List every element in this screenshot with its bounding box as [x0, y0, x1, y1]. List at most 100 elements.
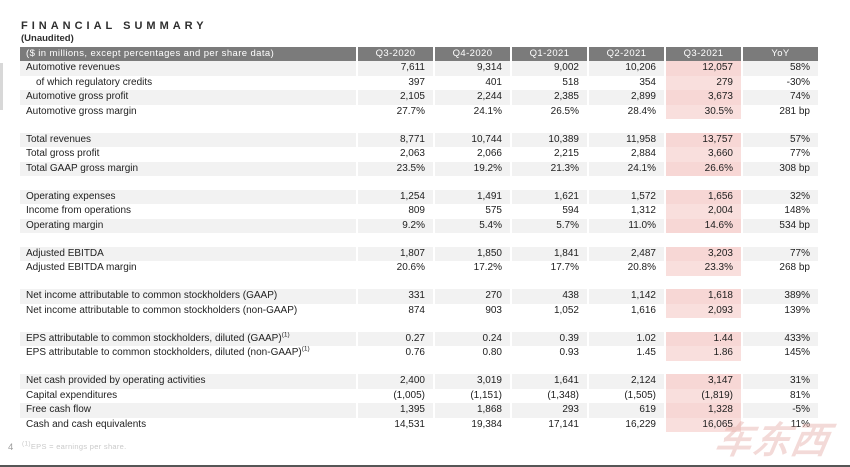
- cell-q1-2021: 1,621: [510, 189, 587, 204]
- cell-q3-2020: 874: [356, 303, 433, 318]
- row-label: Income from operations: [26, 205, 132, 216]
- footnote-marker: (1): [22, 440, 31, 448]
- row-label: of which regulatory credits: [36, 76, 153, 88]
- cell-q3-2020: 2,105: [356, 90, 433, 105]
- cell-q2-2021: 1.45: [587, 346, 664, 361]
- cell-yoy: 148%: [741, 204, 818, 219]
- left-edge-artifact: [0, 63, 3, 110]
- cell-q2-2021: 354: [587, 75, 664, 90]
- cell-q4-2020: 0.24: [433, 331, 510, 346]
- cell-yoy: -30%: [741, 75, 818, 90]
- cell-q4-2020: 1,850: [433, 246, 510, 261]
- table-row: Free cash flow 1,395 1,868 293 619 1,328 -5%: [20, 403, 818, 418]
- cell-q2-2021: 16,229: [587, 417, 664, 432]
- row-label: Capital expenditures: [26, 389, 118, 401]
- table-row: EPS attributable to common stockholders,…: [20, 346, 818, 361]
- cell-q3-2020: (1,005): [356, 388, 433, 403]
- cell-q3-2020: 2,400: [356, 374, 433, 389]
- cell-q4-2020: 401: [433, 75, 510, 90]
- bottom-border-line: [0, 465, 850, 467]
- cell-q2-2021: 619: [587, 403, 664, 418]
- header-q1-2021: Q1-2021: [510, 47, 587, 61]
- cell-q3-2021: 23.3%: [664, 261, 741, 276]
- cell-q1-2021: 293: [510, 403, 587, 418]
- footnote-marker: (1): [301, 346, 310, 353]
- financial-summary-table: ($ in millions, except percentages and p…: [20, 47, 818, 432]
- cell-q2-2021: 1.02: [587, 331, 664, 346]
- table-row: Automotive gross margin 27.7% 24.1% 26.5% 28…: [20, 104, 818, 119]
- cell-yoy: 32%: [741, 189, 818, 204]
- cell-q2-2021: 28.4%: [587, 104, 664, 119]
- cell-q4-2020: 2,066: [433, 147, 510, 162]
- cell-q3-2021: 3,147: [664, 374, 741, 389]
- section-gap: [20, 233, 818, 247]
- cell-q4-2020: 5.4%: [433, 218, 510, 233]
- cell-q3-2020: 2,063: [356, 147, 433, 162]
- cell-q2-2021: 2,884: [587, 147, 664, 162]
- cell-yoy: 74%: [741, 90, 818, 105]
- row-label: Total revenues: [26, 133, 92, 145]
- footnote-text: EPS = earnings per share.: [30, 442, 127, 451]
- cell-q3-2021: 2,093: [664, 303, 741, 318]
- cell-q4-2020: 2,244: [433, 90, 510, 105]
- cell-q3-2021: 1,618: [664, 289, 741, 304]
- cell-yoy: 389%: [741, 289, 818, 304]
- header-q3-2021: Q3-2021: [664, 47, 741, 61]
- cell-q1-2021: (1,348): [510, 388, 587, 403]
- cell-q4-2020: 10,744: [433, 132, 510, 147]
- table-row: Total revenues 8,771 10,744 10,389 11,958 13,…: [20, 132, 818, 147]
- row-label: Adjusted EBITDA: [26, 247, 104, 259]
- table-row: Operating margin 9.2% 5.4% 5.7% 11.0% 14.6% 53…: [20, 218, 818, 233]
- section-gap: [20, 318, 818, 332]
- table-row: Net income attributable to common stockh…: [20, 303, 818, 318]
- footnote-marker: (1): [281, 331, 290, 339]
- cell-q1-2021: 0.39: [510, 331, 587, 346]
- row-label: Automotive gross margin: [26, 105, 137, 117]
- cell-yoy: 77%: [741, 147, 818, 162]
- cell-q1-2021: 26.5%: [510, 104, 587, 119]
- table-row: Income from operations 809 575 594 1,312 2,00…: [20, 204, 818, 219]
- cell-yoy: 58%: [741, 61, 818, 76]
- cell-q4-2020: 24.1%: [433, 104, 510, 119]
- table-row: Net income attributable to common stockh…: [20, 289, 818, 304]
- cell-q3-2021: 3,673: [664, 90, 741, 105]
- table-row: Automotive gross profit 2,105 2,244 2,385 2,…: [20, 90, 818, 105]
- cell-q3-2020: 0.27: [356, 331, 433, 346]
- row-label: EPS attributable to common stockholders,…: [26, 346, 310, 358]
- section-gap: [20, 176, 818, 190]
- cell-q1-2021: 1,641: [510, 374, 587, 389]
- cell-q3-2020: 1,807: [356, 246, 433, 261]
- cell-yoy: 433%: [741, 331, 818, 346]
- cell-q1-2021: 10,389: [510, 132, 587, 147]
- cell-yoy: 57%: [741, 132, 818, 147]
- cell-q3-2021: 30.5%: [664, 104, 741, 119]
- cell-q4-2020: (1,151): [433, 388, 510, 403]
- cell-q3-2020: 809: [356, 204, 433, 219]
- table-body: Automotive revenues 7,611 9,314 9,002 10,206…: [20, 61, 818, 432]
- cell-q3-2021: 3,660: [664, 147, 741, 162]
- row-label: Cash and cash equivalents: [26, 418, 147, 430]
- cell-q3-2021: 14.6%: [664, 218, 741, 233]
- cell-q3-2021: 12,057: [664, 61, 741, 76]
- table-row: Capital expenditures (1,005) (1,151) (1,348…: [20, 388, 818, 403]
- cell-q3-2020: 1,254: [356, 189, 433, 204]
- cell-q4-2020: 3,019: [433, 374, 510, 389]
- cell-q3-2020: 397: [356, 75, 433, 90]
- cell-q4-2020: 575: [433, 204, 510, 219]
- table-row: Adjusted EBITDA 1,807 1,850 1,841 2,487 3,203…: [20, 246, 818, 261]
- cell-q2-2021: (1,505): [587, 388, 664, 403]
- row-label: Net income attributable to common stockh…: [26, 304, 298, 316]
- cell-yoy: 145%: [741, 346, 818, 361]
- row-label: Operating margin: [26, 219, 104, 231]
- page-number: 4: [8, 442, 14, 453]
- cell-q3-2021: 16,065: [664, 417, 741, 432]
- cell-q1-2021: 17.7%: [510, 261, 587, 276]
- cell-q3-2021: (1,819): [664, 388, 741, 403]
- cell-q4-2020: 19.2%: [433, 161, 510, 176]
- page-subtitle: (Unaudited): [21, 33, 74, 44]
- cell-q1-2021: 21.3%: [510, 161, 587, 176]
- cell-yoy: 31%: [741, 374, 818, 389]
- cell-q3-2021: 2,004: [664, 204, 741, 219]
- table-row: Cash and cash equivalents 14,531 19,384 17,…: [20, 417, 818, 432]
